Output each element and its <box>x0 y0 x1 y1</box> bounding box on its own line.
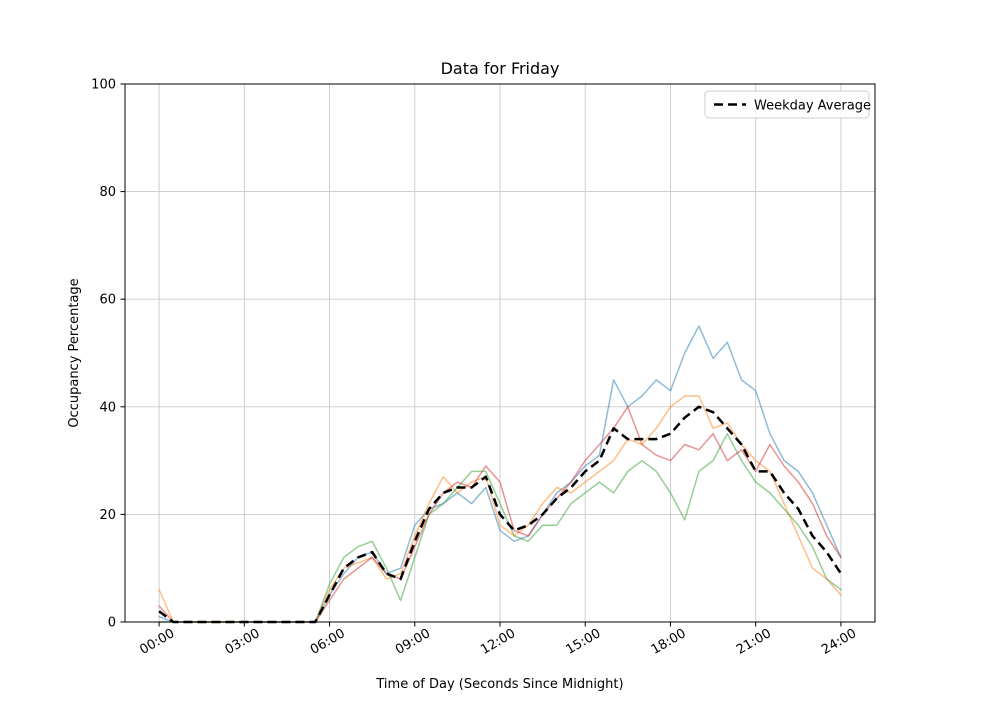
x-tick-label: 03:00 <box>223 626 263 658</box>
y-tick-label: 0 <box>108 616 116 631</box>
chart-title: Data for Friday <box>441 59 560 78</box>
y-axis-label: Occupancy Percentage <box>67 278 82 427</box>
x-tick-label: 18:00 <box>649 626 689 658</box>
axis-ticks <box>120 83 842 627</box>
x-tick-label: 00:00 <box>137 626 177 658</box>
x-tick-label: 12:00 <box>478 626 518 658</box>
x-axis-label: Time of Day (Seconds Since Midnight) <box>375 677 623 692</box>
x-tick-label: 09:00 <box>393 626 433 658</box>
x-tick-label: 21:00 <box>734 626 774 658</box>
y-tick-label: 60 <box>99 293 116 308</box>
x-tick-label: 15:00 <box>564 626 604 658</box>
x-tick-label: 24:00 <box>819 626 859 658</box>
x-tick-label: 06:00 <box>308 626 348 658</box>
y-tick-label: 100 <box>91 78 116 93</box>
y-tick-label: 80 <box>99 185 116 200</box>
y-tick-label: 20 <box>99 508 116 523</box>
y-tick-labels: 0 20 40 60 80 100 <box>91 78 116 631</box>
legend-label: Weekday Average <box>754 99 871 114</box>
x-tick-labels: 00:00 03:00 06:00 09:00 12:00 15:00 18:00 21:00… <box>137 626 859 658</box>
y-tick-label: 40 <box>99 400 116 415</box>
legend: Weekday Average <box>704 90 871 119</box>
gridlines <box>125 83 875 623</box>
legend-box <box>704 90 870 119</box>
